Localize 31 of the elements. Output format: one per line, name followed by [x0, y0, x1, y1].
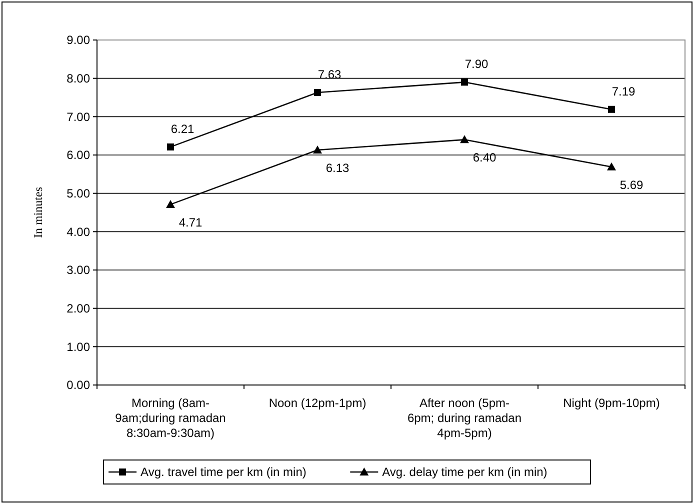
y-tick-label: 7.00 [66, 110, 90, 124]
point [314, 89, 321, 96]
data-label: 7.90 [464, 57, 488, 72]
point [607, 162, 616, 170]
data-label: 6.21 [170, 122, 194, 136]
y-axis-title: In minutes [31, 186, 45, 238]
y-tick-label: 1.00 [66, 340, 90, 354]
y-tick-label: 8.00 [66, 72, 90, 86]
data-label: 5.69 [620, 178, 644, 192]
point [313, 146, 322, 154]
point [166, 200, 175, 208]
y-tick-label: 6.00 [66, 148, 90, 162]
point [460, 135, 469, 144]
point [167, 143, 174, 150]
x-tick-label: Morning (8am-9am;during ramadan 8:30am-9:30am) [115, 396, 226, 440]
data-label: 6.13 [326, 161, 350, 176]
y-tick-label: 2.00 [66, 302, 90, 316]
y-tick-label: 9.00 [66, 33, 90, 48]
legend-label: Avg. delay time per km (in min) [382, 465, 548, 480]
x-tick-label: Night (9pm-10pm) [563, 396, 660, 410]
y-tick-label: 5.00 [66, 186, 90, 201]
data-label: 7.19 [612, 84, 636, 98]
point [461, 78, 468, 86]
y-tick-label: 4.00 [66, 224, 90, 239]
x-tick-label: After noon (5pm-6pm; during ramadan 4pm-5pm) [407, 396, 522, 440]
point [608, 106, 615, 113]
x-tick-label: Noon (12pm-1pm) [268, 396, 366, 410]
y-tick-label: 3.00 [66, 263, 90, 278]
y-tick-label: 0.00 [66, 378, 90, 392]
data-label: 4.71 [178, 215, 202, 230]
legend-label: Avg. travel time per km (in min) [140, 465, 306, 480]
